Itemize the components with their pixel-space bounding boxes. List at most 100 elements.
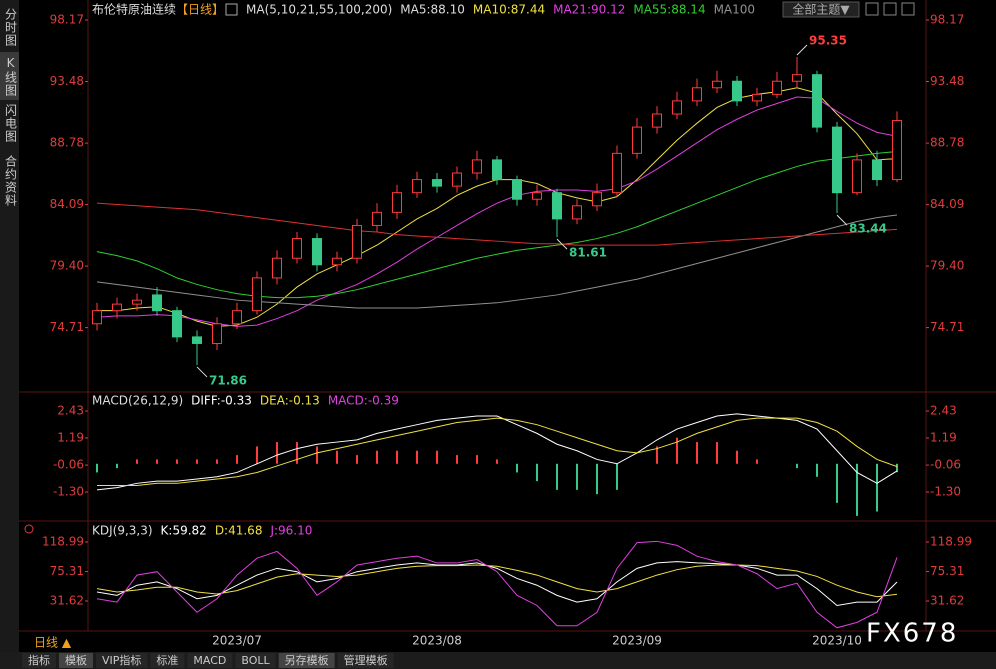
legend-label: DEA:-0.13	[260, 394, 320, 408]
candle-body	[192, 336, 202, 344]
tab-label[interactable]: VIP指标	[102, 653, 141, 667]
tab[interactable]	[59, 653, 93, 668]
candle-body	[232, 310, 242, 325]
indicator-line	[96, 214, 898, 309]
tab[interactable]	[187, 653, 233, 668]
candle-body	[792, 74, 802, 82]
legend-label: K:59.82	[161, 524, 207, 538]
candle-body	[472, 159, 482, 174]
icon[interactable]	[865, 2, 879, 16]
candle-body	[532, 192, 542, 200]
candle-body	[292, 238, 302, 259]
indicator-line	[96, 564, 898, 598]
x-tick-label: 2023/10	[812, 634, 862, 648]
sidebar-tab[interactable]: 闪电图	[4, 104, 18, 143]
tab-label[interactable]: 管理模板	[344, 653, 388, 667]
legend-label: MACD(26,12,9)	[92, 394, 183, 408]
y-tick-label: -1.30	[53, 484, 84, 498]
sidebar-tab[interactable]: 合约资料	[4, 154, 18, 207]
extreme-label: 95.35	[809, 33, 847, 47]
tab[interactable]	[235, 653, 276, 668]
extreme-label: 81.61	[569, 246, 607, 260]
tab[interactable]	[22, 653, 56, 668]
extreme-pointer	[836, 214, 848, 226]
x-tick-label: 2023/09	[612, 634, 662, 648]
y-tick-label: 84.09	[930, 197, 964, 211]
candle-body	[692, 87, 702, 102]
candle-body	[252, 277, 262, 312]
y-tick-label: 84.09	[50, 197, 84, 211]
icon[interactable]	[883, 2, 897, 16]
candle-body	[492, 159, 502, 181]
candle-body	[632, 126, 642, 154]
y-tick-label: 98.17	[50, 13, 84, 27]
extreme-label: 71.86	[209, 373, 247, 387]
candle-body	[812, 74, 822, 128]
y-tick-label: 2.43	[57, 404, 84, 418]
legend-label: DIFF:-0.33	[191, 394, 252, 408]
sidebar-tab[interactable]: K线图	[4, 56, 18, 97]
sidebar-tab[interactable]: 分时图	[4, 8, 18, 47]
y-tick-label: 88.78	[50, 136, 84, 150]
indicator-line	[96, 96, 898, 327]
legend-label: 布伦特原油连续	[92, 2, 176, 17]
icon[interactable]	[901, 2, 915, 16]
candle-body	[412, 179, 422, 194]
tab[interactable]	[337, 653, 394, 668]
indicator-line	[96, 202, 898, 246]
indicator-line	[96, 413, 898, 491]
tab-label[interactable]: BOLL	[241, 654, 270, 667]
candle-body	[272, 257, 282, 279]
period-button[interactable]: 日线 ▲	[34, 636, 72, 650]
tab-label[interactable]: 指标	[28, 653, 50, 667]
y-tick-label: 93.48	[930, 74, 964, 88]
x-tick-label: 2023/07	[212, 634, 262, 648]
theme-button-label[interactable]: 全部主题▼	[792, 2, 850, 17]
tab-label[interactable]: 模板	[65, 653, 87, 667]
y-tick-label: 31.62	[930, 594, 964, 608]
candle-body	[172, 310, 182, 338]
candle-body	[852, 159, 862, 194]
candle-body	[132, 299, 142, 305]
ma-icon[interactable]	[225, 3, 238, 16]
tab[interactable]	[96, 653, 148, 668]
y-tick-label: 118.99	[930, 534, 972, 548]
candle-body	[612, 152, 622, 194]
extreme-pointer	[196, 366, 208, 378]
theme-button[interactable]	[782, 1, 860, 18]
y-tick-label: -0.06	[930, 458, 961, 472]
y-tick-label: 75.31	[930, 564, 964, 578]
candle-body	[332, 257, 342, 266]
y-tick-label: -1.30	[930, 484, 961, 498]
sidebar-active	[0, 52, 19, 100]
y-tick-label: 2.43	[930, 404, 957, 418]
candle-body	[152, 294, 162, 312]
candle-body	[212, 323, 222, 344]
tab-label[interactable]: MACD	[193, 654, 226, 667]
legend-label: MACD:-0.39	[328, 394, 399, 408]
candle-body	[892, 120, 902, 181]
kdj-icon[interactable]	[24, 524, 34, 534]
tab[interactable]	[278, 653, 335, 668]
indicator-line	[96, 540, 898, 629]
candle-body	[112, 303, 122, 312]
tab-label[interactable]: 标准	[156, 653, 178, 667]
x-tick-label: 2023/08	[412, 634, 462, 648]
sidebar	[0, 0, 19, 669]
tab-bar	[0, 652, 996, 669]
candle-body	[732, 80, 742, 102]
tab[interactable]	[150, 653, 185, 668]
legend-label: KDJ(9,3,3)	[92, 524, 153, 538]
candle-body	[772, 80, 782, 95]
y-tick-label: 118.99	[42, 534, 84, 548]
y-tick-label: 31.62	[50, 594, 84, 608]
candle-body	[672, 100, 682, 115]
legend-label: MA21:90.12	[553, 3, 625, 17]
y-tick-label: -0.06	[53, 458, 84, 472]
tab-label[interactable]: 另存模板	[285, 653, 329, 667]
y-tick-label: 79.40	[930, 259, 964, 273]
candle-body	[552, 192, 562, 220]
legend-label: MA100	[714, 3, 755, 17]
y-tick-label: 75.31	[50, 564, 84, 578]
